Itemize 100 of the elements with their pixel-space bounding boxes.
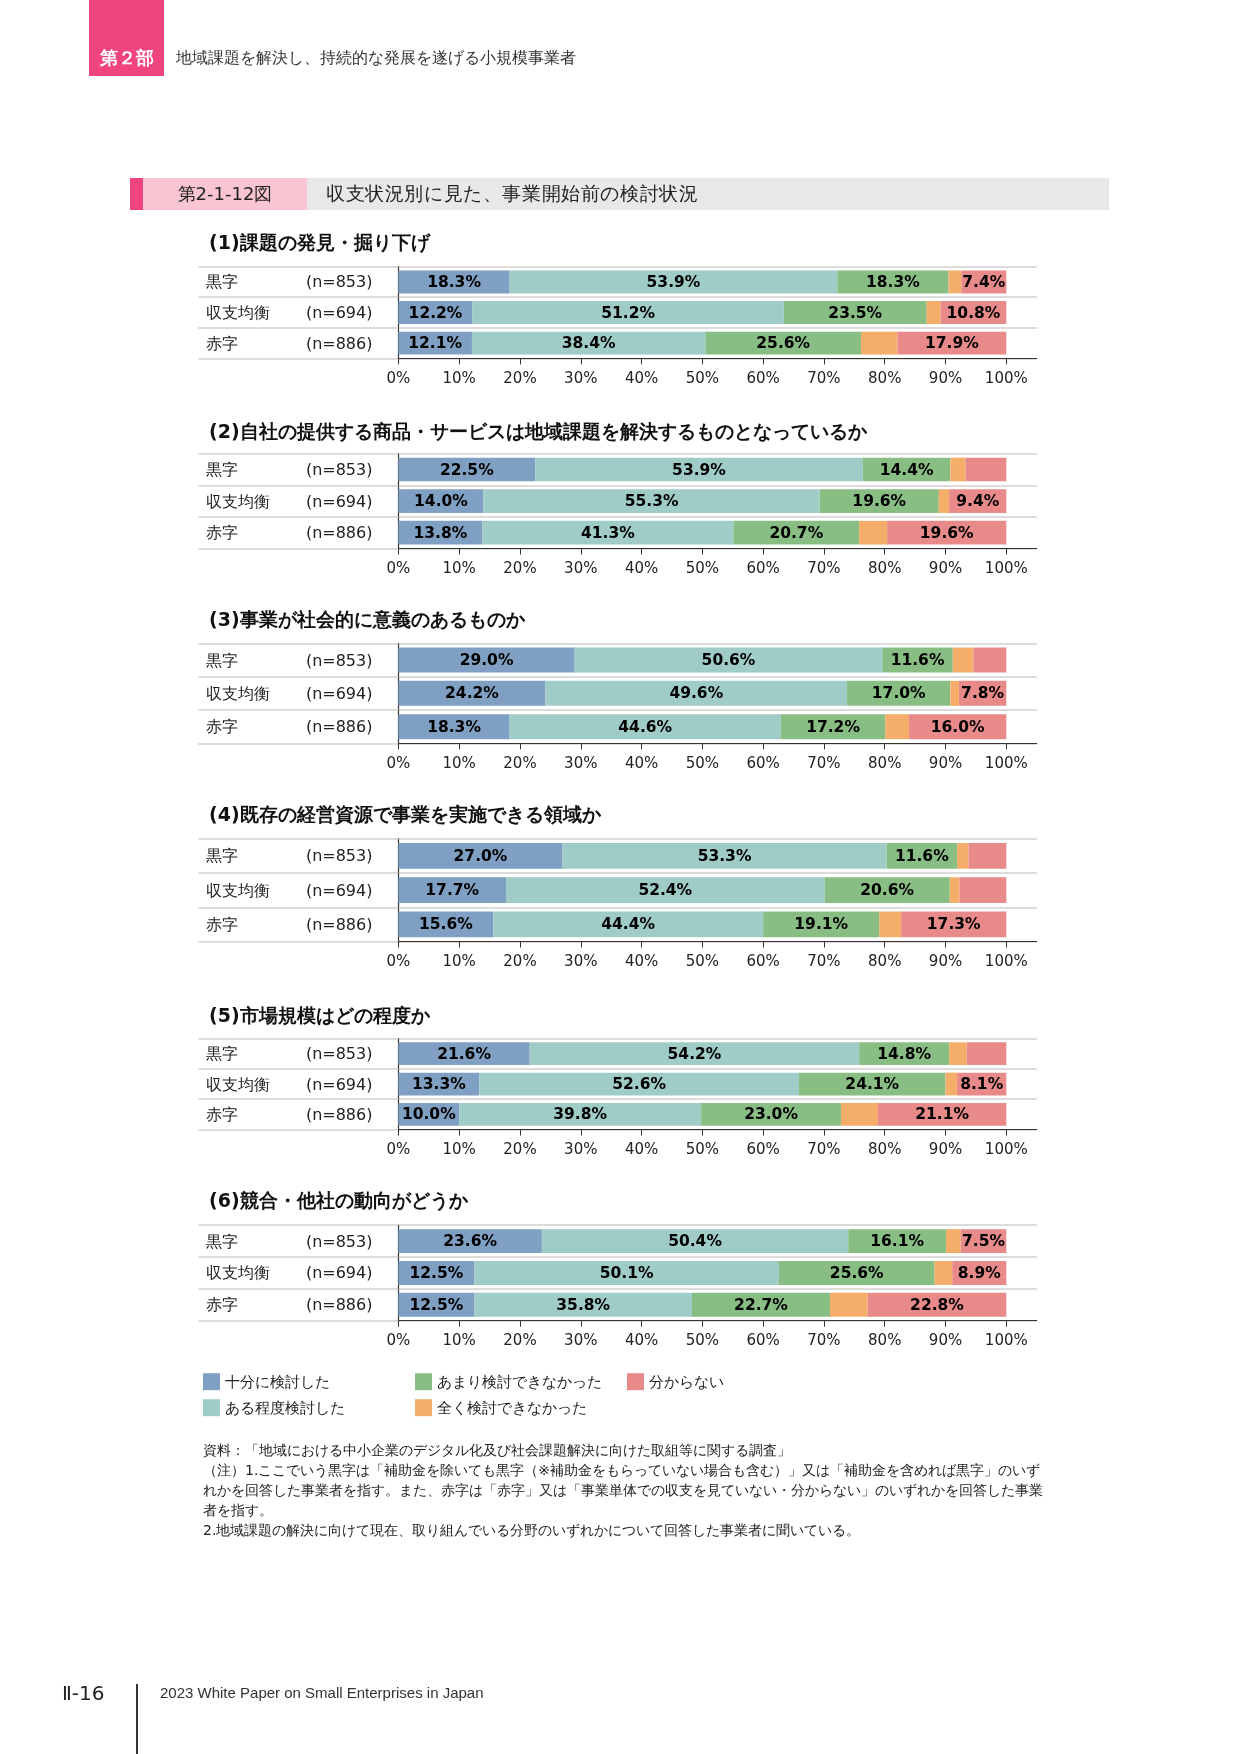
x-tick-label: 80% <box>868 368 902 387</box>
data-label: 53.9% <box>672 460 727 479</box>
bar <box>950 457 966 482</box>
category-label: 赤字 (n=886) <box>205 1104 373 1124</box>
data-label: 12.1% <box>408 334 463 353</box>
x-tick-label: 40% <box>624 1331 659 1349</box>
bar <box>398 680 546 706</box>
x-tick-label: 40% <box>624 559 659 577</box>
chart-title: (5)市場規模はどの程度か <box>209 1003 431 1025</box>
data-label: 50.1% <box>599 1263 655 1282</box>
x-tick-label: 10% <box>442 1139 476 1158</box>
data-label: 29.0% <box>459 651 514 670</box>
x-tick-label: 60% <box>746 1139 780 1158</box>
category-label: 黒字 (n=853) <box>205 650 373 670</box>
data-label: 9.4% <box>956 492 1000 511</box>
bar <box>966 1041 1007 1065</box>
data-label: 14.4% <box>879 460 934 479</box>
x-tick-label: 20% <box>503 1331 537 1349</box>
x-tick-label: 50% <box>685 753 720 772</box>
data-label: 18.3% <box>866 272 921 291</box>
chart-title: (3)事業が社会的に意義のあるものか <box>209 607 526 630</box>
chart-title: (1)課題の発見・掘り下げ <box>209 230 431 253</box>
category-label: 収支均衡 (n=694) <box>205 683 373 703</box>
x-tick-label: 70% <box>807 753 841 772</box>
category-label: 黒字 (n=853) <box>205 460 373 479</box>
x-tick-label: 70% <box>807 559 841 577</box>
chart-title: (6)競合・他社の動向がどうか <box>209 1188 469 1212</box>
bar <box>479 1072 800 1095</box>
chart-title: (2)自社の提供する商品・サービスは地域課題を解決するものとなっているか <box>209 419 868 442</box>
data-label: 25.6% <box>829 1263 885 1282</box>
x-tick-label: 40% <box>624 368 659 387</box>
data-label: 52.6% <box>612 1074 667 1093</box>
x-tick-label: 70% <box>807 1331 841 1349</box>
x-tick-label: 90% <box>928 753 963 772</box>
data-label: 50.4% <box>668 1231 723 1250</box>
data-label: 54.2% <box>667 1044 722 1063</box>
x-tick-label: 20% <box>503 753 537 772</box>
data-label: 38.4% <box>561 334 617 353</box>
data-label: 19.6% <box>852 492 907 511</box>
bar <box>562 843 887 869</box>
bar <box>830 1292 868 1317</box>
data-label: 23.6% <box>443 1231 498 1250</box>
data-label: 8.9% <box>957 1263 1002 1282</box>
x-tick-label: 70% <box>807 1139 841 1158</box>
x-tick-label: 100% <box>984 952 1028 970</box>
data-label: 17.0% <box>871 684 927 703</box>
data-label: 7.8% <box>961 684 1005 703</box>
data-label: 21.1% <box>915 1104 970 1123</box>
x-tick-label: 0% <box>386 559 411 577</box>
category-label: 黒字 (n=853) <box>205 1043 373 1063</box>
data-label: 17.2% <box>806 717 861 736</box>
bar <box>471 331 706 355</box>
x-tick-label: 50% <box>685 1139 720 1158</box>
data-label: 23.5% <box>828 303 883 322</box>
x-tick-label: 70% <box>807 368 841 387</box>
x-tick-label: 80% <box>868 952 902 970</box>
x-tick-label: 50% <box>685 559 720 577</box>
bar <box>483 489 820 513</box>
legend-label: 分からない <box>649 1372 724 1391</box>
x-tick-label: 60% <box>746 1331 780 1349</box>
x-tick-label: 40% <box>624 753 659 772</box>
data-label: 25.6% <box>756 334 811 353</box>
bar <box>398 1228 542 1253</box>
x-tick-label: 30% <box>564 1331 598 1349</box>
data-label: 11.6% <box>894 846 950 865</box>
x-tick-label: 0% <box>386 1331 411 1349</box>
data-label: 14.0% <box>414 492 469 511</box>
category-label: 赤字 (n=886) <box>205 523 373 543</box>
data-label: 44.6% <box>618 717 673 736</box>
data-label: 52.4% <box>638 881 693 900</box>
text: 第2-1-12図 <box>176 182 274 206</box>
bar <box>879 911 902 938</box>
x-tick-label: 0% <box>386 1139 411 1158</box>
bar <box>541 1228 849 1253</box>
category-label: 黒字 (n=853) <box>205 846 373 866</box>
data-label: 53.3% <box>697 846 752 865</box>
bar <box>482 520 734 545</box>
data-label: 7.4% <box>962 272 1006 291</box>
data-label: 12.2% <box>408 303 463 322</box>
data-label: 12.5% <box>409 1295 464 1314</box>
x-tick-label: 0% <box>386 753 411 772</box>
text: Ⅱ-16 <box>62 1681 105 1705</box>
bar <box>493 911 764 938</box>
data-label: 21.6% <box>437 1044 492 1063</box>
data-label: 22.7% <box>734 1295 789 1314</box>
bar <box>949 877 960 903</box>
x-tick-label: 10% <box>442 1331 476 1349</box>
data-label: 20.6% <box>860 881 915 900</box>
x-tick-label: 90% <box>928 368 963 387</box>
data-label: 17.9% <box>925 334 980 353</box>
data-label: 10.0% <box>401 1104 457 1123</box>
category-label: 収支均衡 (n=694) <box>205 1074 373 1093</box>
bar <box>859 520 888 545</box>
text: 収支状況別に見た、事業開始前の検討状況 <box>326 181 699 206</box>
data-label: 17.7% <box>425 881 480 900</box>
bar <box>885 714 910 740</box>
data-label: 19.6% <box>919 523 975 542</box>
x-tick-label: 10% <box>442 368 476 387</box>
x-tick-label: 70% <box>807 952 841 970</box>
bar <box>692 1292 831 1317</box>
